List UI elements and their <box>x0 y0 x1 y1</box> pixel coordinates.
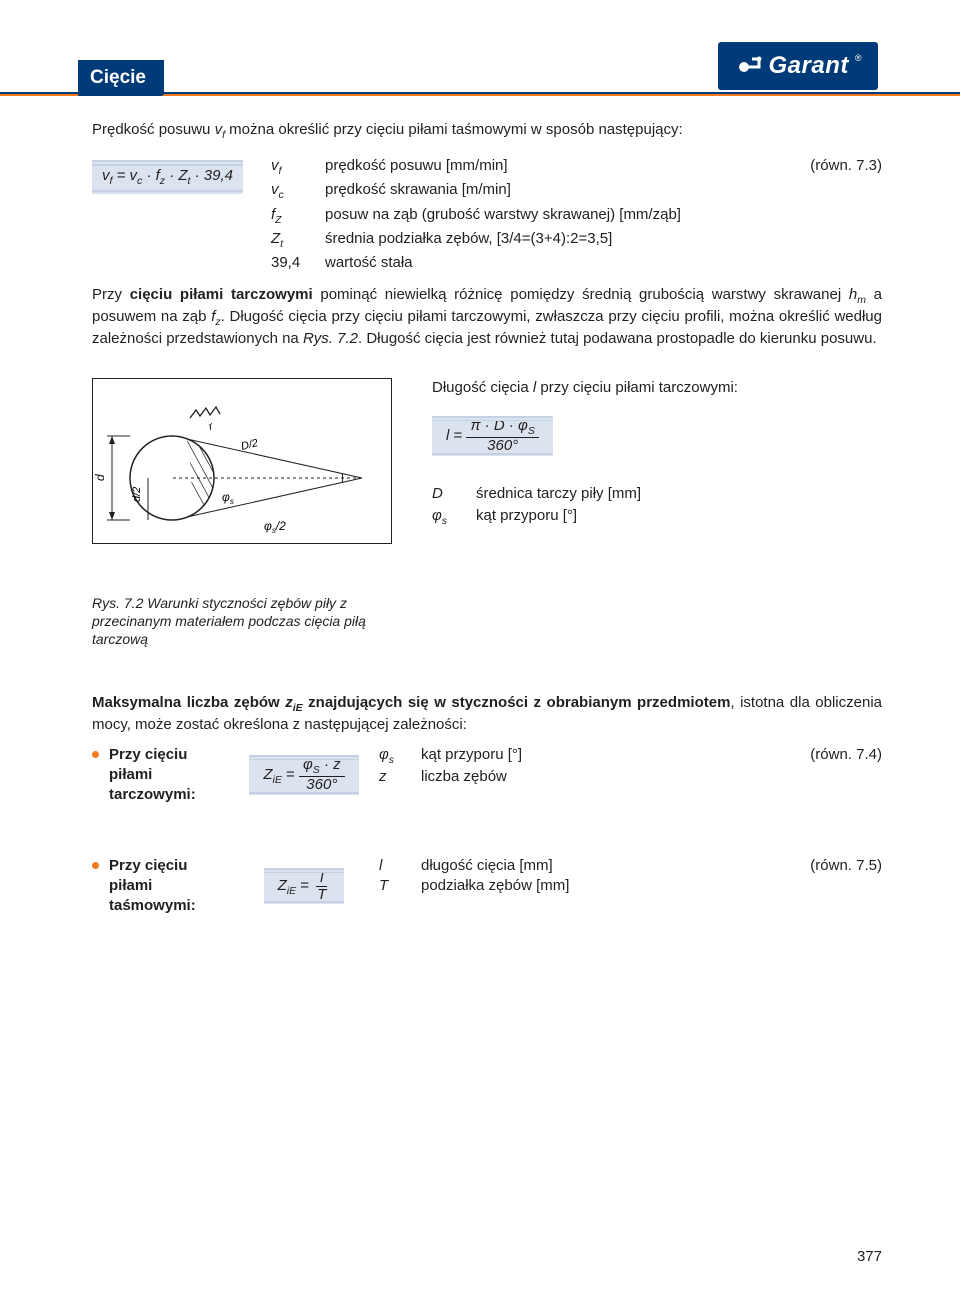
equation-cut-length: l = π · D · φS 360° <box>432 416 553 456</box>
sym-Zt: Zt <box>271 229 311 251</box>
def-fZ: posuw na ząb (grubość warstwy skrawanej)… <box>325 205 778 227</box>
fig-label-phi: φs <box>222 490 234 506</box>
def-phis-2: kąt przyporu [°] <box>421 745 778 767</box>
def-l: długość cięcia [mm] <box>421 856 778 876</box>
brand-r: ® <box>855 52 862 64</box>
brand-text: Garant <box>769 50 849 82</box>
def-D: średnica tarczy piły [mm] <box>476 484 641 504</box>
eqref-7-3: (równ. 7.3) <box>792 156 882 178</box>
sym-vf: vf <box>271 156 311 178</box>
bullet-circular-saw: Przy cięciu piłami tarczowymi: ZiE = φS … <box>92 745 882 806</box>
sym-phis: φs <box>432 506 462 528</box>
sym-vc: vc <box>271 180 311 202</box>
def-phis: kąt przyporu [°] <box>476 506 577 528</box>
eqref-7-4: (równ. 7.4) <box>792 745 882 767</box>
figure-7-2: d d/2 <box>92 378 402 649</box>
fig-label-phi2: φs/2 <box>264 519 286 535</box>
defs-7-3: vf prędkość posuwu [mm/min] (równ. 7.3) … <box>271 156 882 275</box>
bullet-label-1: Przy cięciu piłami tarczowymi: <box>109 745 229 806</box>
sym-phis-2: φs <box>379 745 407 767</box>
sym-z: z <box>379 767 407 787</box>
cut-length-lead: Długość cięcia l przy cięciu piłami tarc… <box>432 378 882 398</box>
equation-7-4: ZiE = φS · z 360° <box>249 755 358 795</box>
bullet-label-2: Przy cięciu piłami taśmowymi: <box>109 856 229 917</box>
bullet-band-saw: Przy cięciu piłami taśmowymi: ZiE = l T … <box>92 856 882 917</box>
fig-label-d: d <box>93 474 107 481</box>
cut-length-defs: D średnica tarczy piły [mm] φs kąt przyp… <box>432 484 882 528</box>
chapter-tab: Cięcie <box>78 60 164 96</box>
paragraph-7-3: Przy cięciu piłami tarczowymi pominąć ni… <box>92 285 882 350</box>
brand-logo: Garant ® <box>718 42 878 90</box>
max-teeth-intro: Maksymalna liczba zębów ziE znajdujących… <box>92 693 882 735</box>
def-z: liczba zębów <box>421 767 778 787</box>
def-T: podziałka zębów [mm] <box>421 876 778 896</box>
sym-fZ: fZ <box>271 205 311 227</box>
eqref-7-5: (równ. 7.5) <box>792 856 882 876</box>
sym-394: 39,4 <box>271 253 311 273</box>
sym-l: l <box>379 856 407 876</box>
figure-7-2-caption: Rys. 7.2 Warunki styczności zębów piły z… <box>92 594 402 649</box>
bullet-icon <box>92 751 99 758</box>
sym-T: T <box>379 876 407 896</box>
bullet-icon <box>92 862 99 869</box>
equation-7-3: vf = vc · fz · Zt · 39,4 <box>92 160 243 194</box>
def-Zt: średnia podziałka zębów, [3/4=(3+4):2=3,… <box>325 229 778 251</box>
equation-7-3-block: vf = vc · fz · Zt · 39,4 vf prędkość pos… <box>92 156 882 275</box>
def-vf: prędkość posuwu [mm/min] <box>325 156 778 178</box>
def-394: wartość stała <box>325 253 778 273</box>
lead-paragraph: Prędkość posuwu vf można określić przy c… <box>92 120 882 142</box>
fig-label-r: r <box>207 420 215 433</box>
page-number: 377 <box>857 1247 882 1267</box>
fig-label-D2: D/2 <box>240 437 260 453</box>
def-vc: prędkość skrawania [m/min] <box>325 180 778 202</box>
sym-D: D <box>432 484 462 504</box>
equation-7-5: ZiE = l T <box>264 868 345 905</box>
fig-label-d2: d/2 <box>131 486 143 501</box>
